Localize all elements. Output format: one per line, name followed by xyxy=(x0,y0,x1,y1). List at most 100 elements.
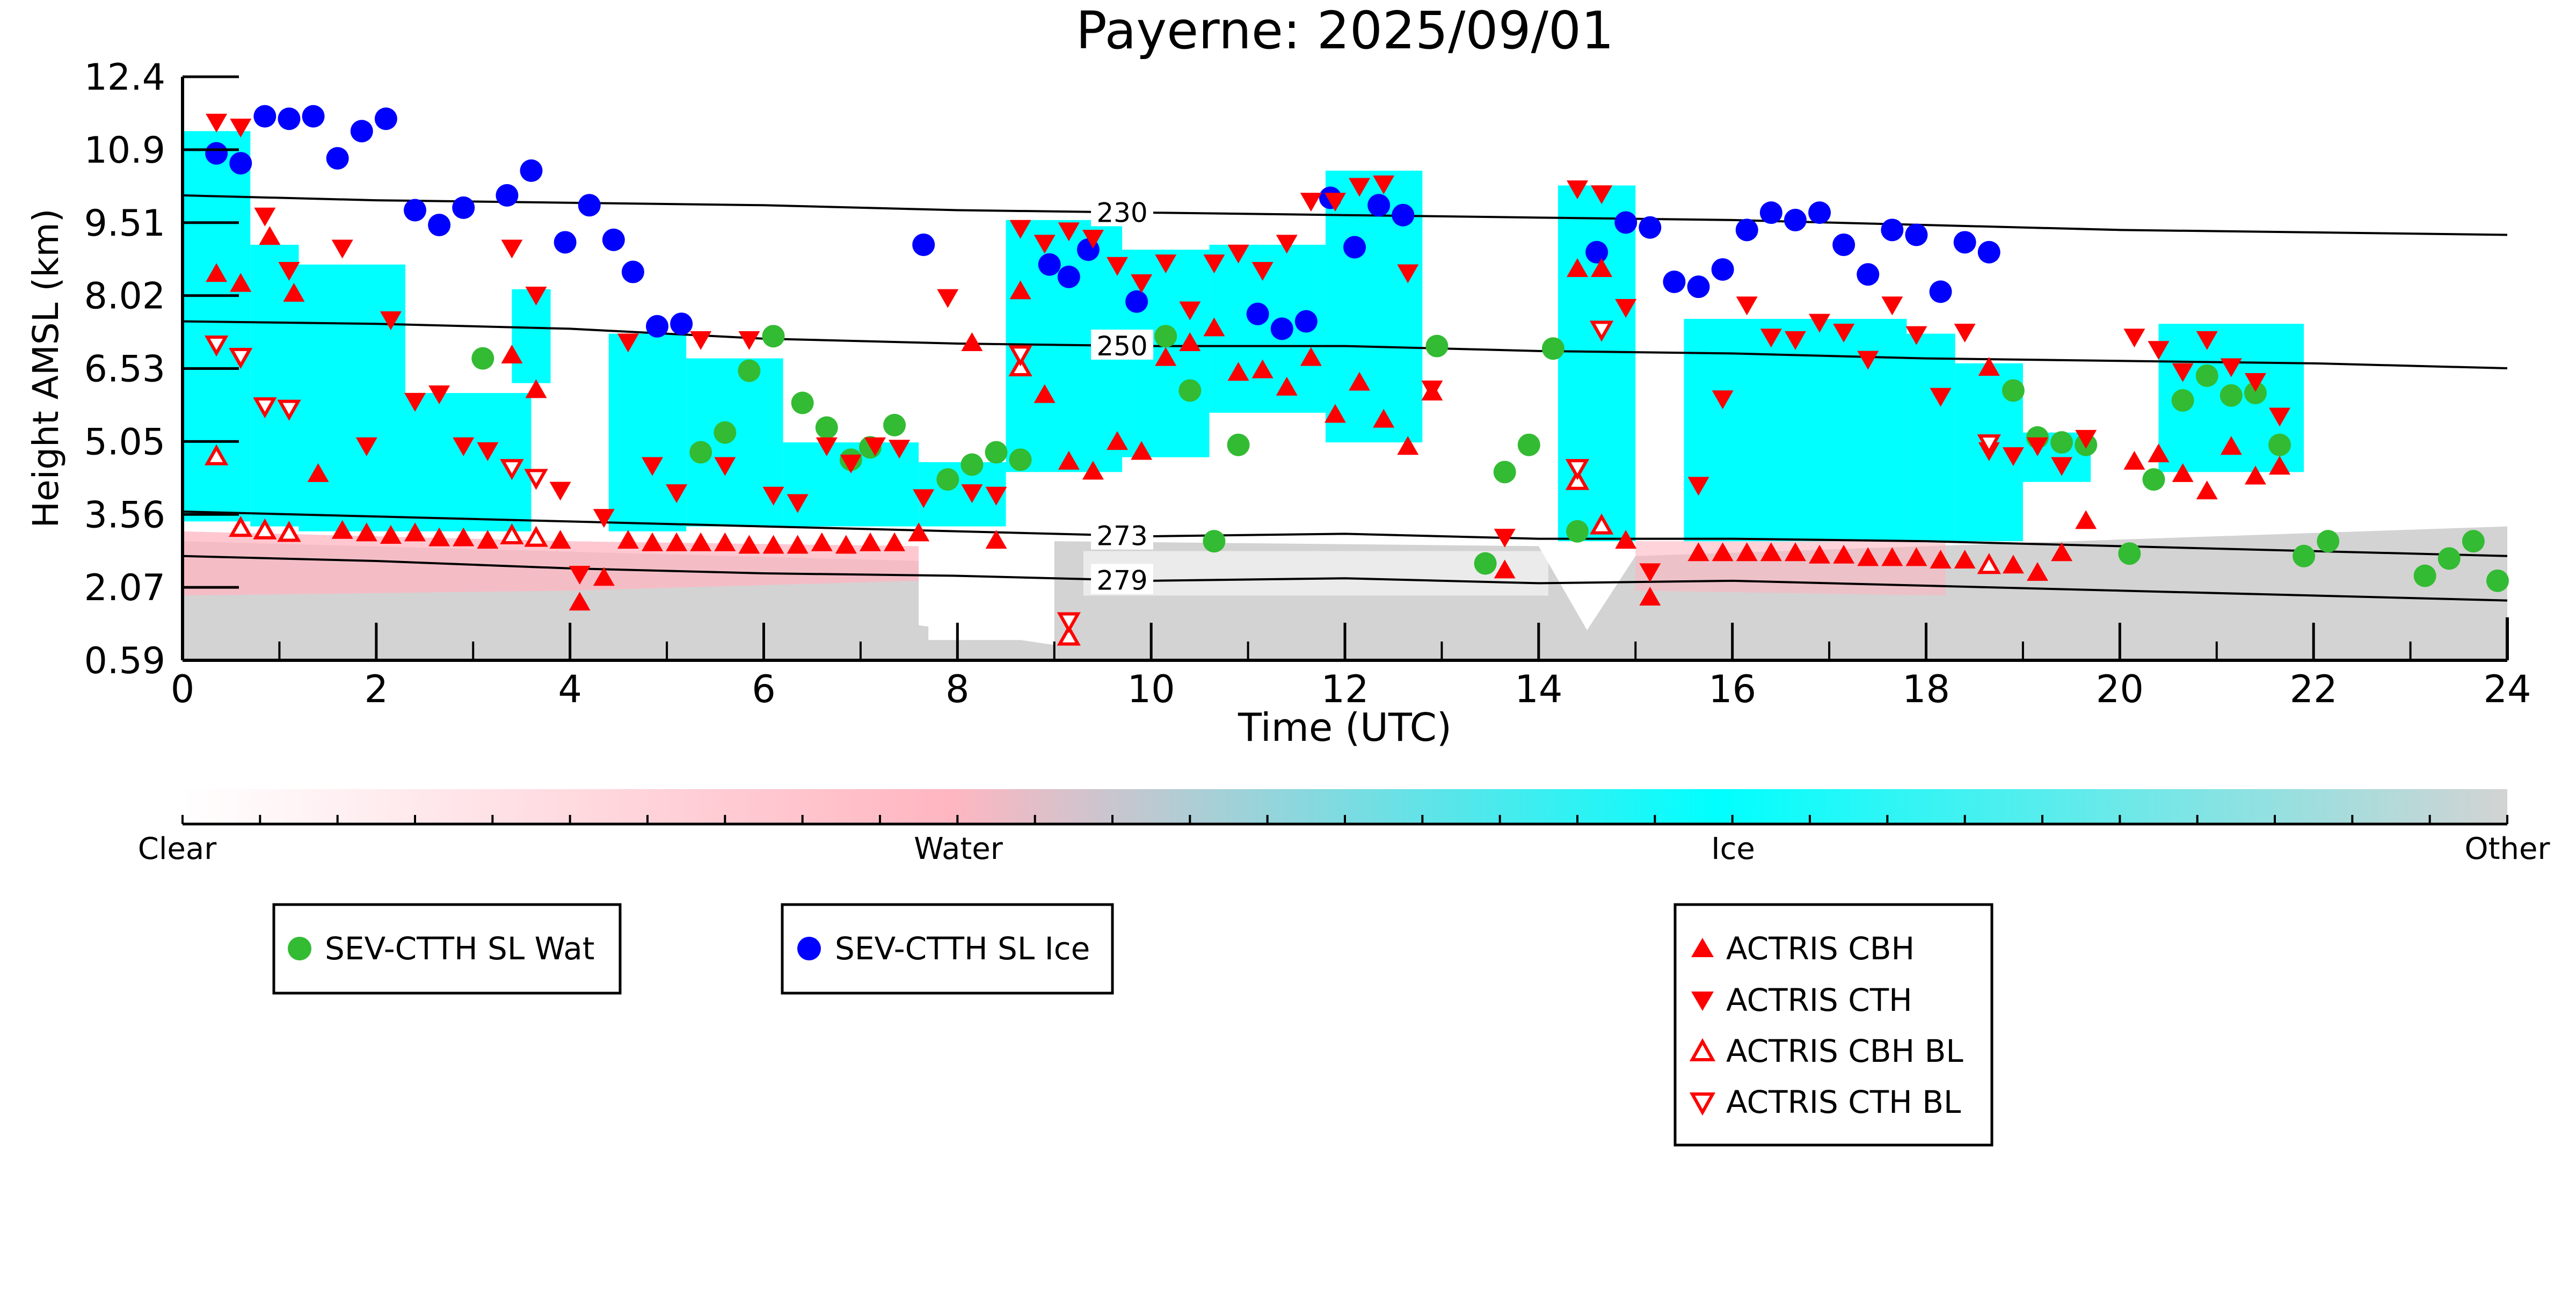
data-point xyxy=(1251,359,1274,378)
x-tick-label: 2 xyxy=(365,667,389,711)
isotherm-label-bg xyxy=(1091,564,1154,594)
data-point xyxy=(714,457,736,476)
data-point xyxy=(666,532,688,551)
data-point xyxy=(404,199,426,222)
y-tick-label: 3.56 xyxy=(84,494,165,536)
legend-ice: SEV-CTTH SL Ice xyxy=(781,903,1114,995)
data-point xyxy=(326,147,349,170)
data-point xyxy=(689,441,712,464)
data-point xyxy=(1324,404,1346,423)
data-point xyxy=(2051,457,2073,476)
data-point xyxy=(500,459,524,480)
data-point xyxy=(714,421,737,444)
data-point xyxy=(1131,441,1153,460)
data-point xyxy=(1953,231,1976,254)
colorbar-label-water: Water xyxy=(914,832,1003,866)
data-point xyxy=(1008,355,1032,377)
data-point xyxy=(1057,612,1081,633)
data-point xyxy=(2172,463,2194,482)
data-point xyxy=(1203,530,1226,553)
x-tick-label: 24 xyxy=(2483,667,2531,711)
data-point xyxy=(477,530,499,549)
data-point xyxy=(738,359,761,382)
x-tick-label: 16 xyxy=(1708,667,1756,711)
data-point xyxy=(2269,407,2291,427)
isotherm-label: 279 xyxy=(1096,565,1147,596)
data-point xyxy=(1057,624,1081,646)
data-point xyxy=(1517,433,1540,456)
legend-cth-marker xyxy=(1691,992,1714,1011)
data-point xyxy=(913,489,935,508)
data-point xyxy=(1857,547,1879,566)
data-point xyxy=(355,437,377,456)
isotherm-label: 273 xyxy=(1096,521,1147,552)
data-point xyxy=(816,437,838,456)
data-point xyxy=(1203,254,1225,274)
data-point xyxy=(1784,208,1807,231)
x-tick-label: 14 xyxy=(1515,667,1562,711)
data-point xyxy=(2244,382,2267,405)
data-point xyxy=(2269,456,2291,475)
data-point xyxy=(1567,180,1588,200)
data-point xyxy=(471,347,494,370)
data-point xyxy=(912,233,935,256)
data-point xyxy=(791,391,814,414)
data-point xyxy=(404,522,426,542)
data-point xyxy=(714,532,736,551)
data-point xyxy=(2220,384,2243,407)
data-point xyxy=(2148,443,2170,463)
data-point xyxy=(2050,431,2073,454)
legend-cbh-marker xyxy=(1691,938,1714,957)
data-point xyxy=(569,592,591,611)
data-point xyxy=(1735,218,1758,242)
x-tick-label: 12 xyxy=(1321,667,1369,711)
data-point xyxy=(1276,235,1298,254)
data-point xyxy=(1154,325,1177,348)
data-point xyxy=(496,184,519,207)
data-point xyxy=(1639,587,1661,606)
data-point xyxy=(1687,542,1709,562)
data-point xyxy=(1251,261,1274,281)
data-point xyxy=(278,261,300,281)
ice-patch xyxy=(1906,333,1955,542)
legend-cbh-bl-marker xyxy=(1689,1038,1716,1061)
data-point xyxy=(621,260,644,283)
data-point xyxy=(569,566,591,585)
legend-cbh-label: ACTRIS CBH xyxy=(1726,930,1915,967)
data-point xyxy=(1009,448,1032,471)
x-ticks: 0 2 4 6 8 10 12 14 16 18 20 22 24 xyxy=(171,623,2531,711)
data-point xyxy=(500,523,524,544)
data-point xyxy=(1179,301,1201,320)
data-point xyxy=(666,484,688,504)
data-point xyxy=(1881,296,1903,316)
data-point xyxy=(2026,437,2048,456)
data-point xyxy=(2317,530,2340,553)
legend-ice-box xyxy=(781,903,1114,995)
data-point xyxy=(380,311,402,330)
data-point xyxy=(204,336,229,357)
data-point xyxy=(1760,542,1782,562)
data-point xyxy=(883,413,906,436)
data-point xyxy=(2486,569,2509,592)
data-point xyxy=(985,486,1007,506)
data-point xyxy=(2171,389,2194,412)
data-point xyxy=(1276,376,1298,396)
data-point xyxy=(1954,324,1976,343)
data-point xyxy=(738,535,760,554)
data-point xyxy=(1833,544,1855,564)
isotherm-line xyxy=(182,320,2508,370)
data-point xyxy=(1978,357,2000,376)
data-point xyxy=(1155,347,1177,366)
data-point xyxy=(1493,461,1516,484)
data-point xyxy=(229,516,253,537)
data-point xyxy=(253,397,277,419)
data-point xyxy=(1663,270,1686,293)
y-tick-label: 10.9 xyxy=(84,129,165,172)
data-point xyxy=(889,440,911,459)
data-point xyxy=(2195,364,2218,387)
x-tick-label: 18 xyxy=(1902,667,1950,711)
data-point xyxy=(2148,341,2170,360)
data-point xyxy=(1905,223,1928,246)
data-point xyxy=(453,527,475,546)
data-point xyxy=(549,530,571,549)
